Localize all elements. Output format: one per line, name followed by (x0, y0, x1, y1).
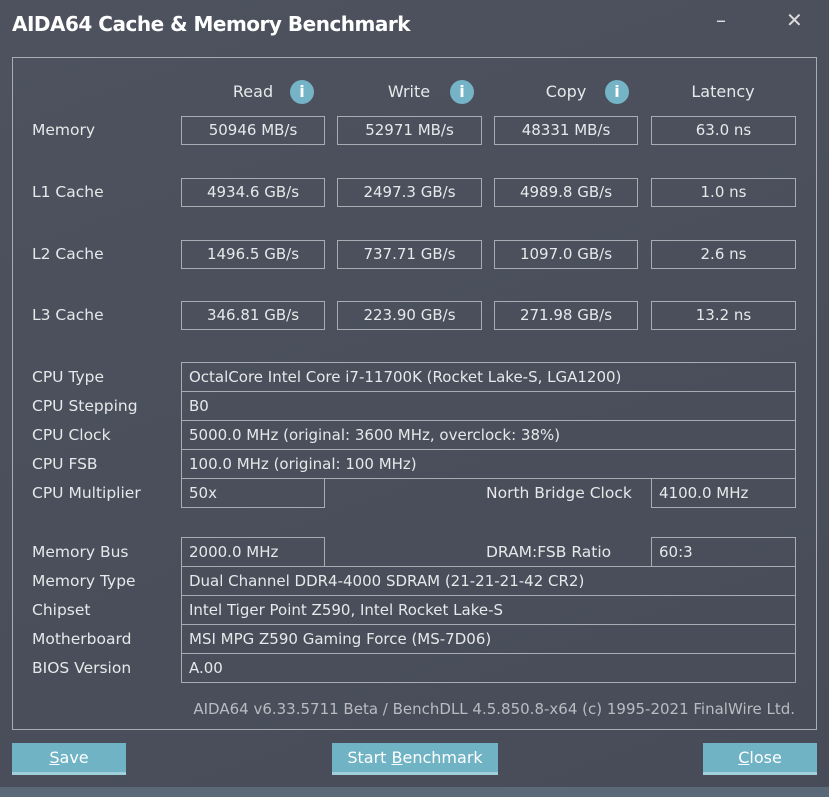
column-write: Write (387, 82, 431, 101)
copy-info-icon[interactable]: i (605, 80, 629, 104)
bench-row-label: L1 Cache (32, 183, 104, 201)
cpu-fsb-label: CPU FSB (32, 455, 98, 473)
bottom-strip (0, 787, 829, 797)
save-mnemonic: S (49, 748, 60, 767)
column-copy: Copy (545, 82, 587, 101)
bench-row-label: L2 Cache (32, 245, 104, 263)
column-read: Read (232, 82, 274, 101)
read-value: 50946 MB/s (181, 116, 325, 145)
window-title: AIDA64 Cache & Memory Benchmark (12, 12, 411, 36)
version-footer: AIDA64 v6.33.5711 Beta / BenchDLL 4.5.85… (193, 700, 795, 718)
copy-value: 4989.8 GB/s (494, 178, 638, 207)
copy-value: 1097.0 GB/s (494, 240, 638, 269)
start-mnemonic: B (391, 748, 403, 767)
cpu-type-value: OctalCore Intel Core i7-11700K (Rocket L… (181, 362, 796, 392)
read-value: 4934.6 GB/s (181, 178, 325, 207)
latency-value: 2.6 ns (651, 240, 796, 269)
chipset-value: Intel Tiger Point Z590, Intel Rocket Lak… (181, 595, 796, 625)
cpu-stepping-label: CPU Stepping (32, 397, 138, 415)
nb-clock-label: North Bridge Clock (486, 484, 632, 502)
memory-type-value: Dual Channel DDR4-4000 SDRAM (21-21-21-4… (181, 566, 796, 596)
latency-value: 1.0 ns (651, 178, 796, 207)
write-value: 52971 MB/s (337, 116, 482, 145)
copy-value: 271.98 GB/s (494, 301, 638, 330)
write-info-icon[interactable]: i (450, 80, 474, 104)
memory-type-label: Memory Type (32, 572, 136, 590)
bench-row-label: Memory (32, 121, 96, 139)
close-button[interactable]: Close (703, 743, 817, 775)
cpu-clock-label: CPU Clock (32, 426, 111, 444)
latency-value: 63.0 ns (651, 116, 796, 145)
save-label: ave (59, 748, 89, 767)
read-value: 1496.5 GB/s (181, 240, 325, 269)
cpu-clock-value: 5000.0 MHz (original: 3600 MHz, overcloc… (181, 420, 796, 450)
write-value: 2497.3 GB/s (337, 178, 482, 207)
bios-label: BIOS Version (32, 659, 132, 677)
copy-value: 48331 MB/s (494, 116, 638, 145)
minimize-button[interactable]: – (716, 8, 726, 32)
latency-value: 13.2 ns (651, 301, 796, 330)
close-window-button[interactable]: ✕ (786, 8, 803, 32)
start-benchmark-button[interactable]: Start Benchmark (332, 743, 498, 775)
memory-bus-label: Memory Bus (32, 543, 129, 561)
cpu-fsb-value: 100.0 MHz (original: 100 MHz) (181, 449, 796, 479)
cpu-multiplier-value: 50x (181, 478, 325, 508)
close-mnemonic: C (738, 748, 750, 767)
cpu-stepping-value: B0 (181, 391, 796, 421)
motherboard-value: MSI MPG Z590 Gaming Force (MS-7D06) (181, 624, 796, 654)
nb-clock-value: 4100.0 MHz (651, 478, 796, 508)
cpu-type-label: CPU Type (32, 368, 105, 386)
save-button[interactable]: Save (12, 743, 126, 775)
read-value: 346.81 GB/s (181, 301, 325, 330)
column-latency: Latency (691, 82, 755, 101)
read-info-icon[interactable]: i (290, 80, 314, 104)
memory-bus-value: 2000.0 MHz (181, 537, 325, 567)
motherboard-label: Motherboard (32, 630, 132, 648)
bios-value: A.00 (181, 653, 796, 683)
write-value: 223.90 GB/s (337, 301, 482, 330)
write-value: 737.71 GB/s (337, 240, 482, 269)
dram-ratio-value: 60:3 (651, 537, 796, 567)
dram-ratio-label: DRAM:FSB Ratio (486, 543, 612, 561)
cpu-multiplier-label: CPU Multiplier (32, 484, 141, 502)
chipset-label: Chipset (32, 601, 91, 619)
results-panel (12, 57, 817, 730)
start-label: enchmark (402, 748, 483, 767)
start-label-pre: Start (347, 748, 392, 767)
close-label: lose (749, 748, 782, 767)
bench-row-label: L3 Cache (32, 306, 104, 324)
